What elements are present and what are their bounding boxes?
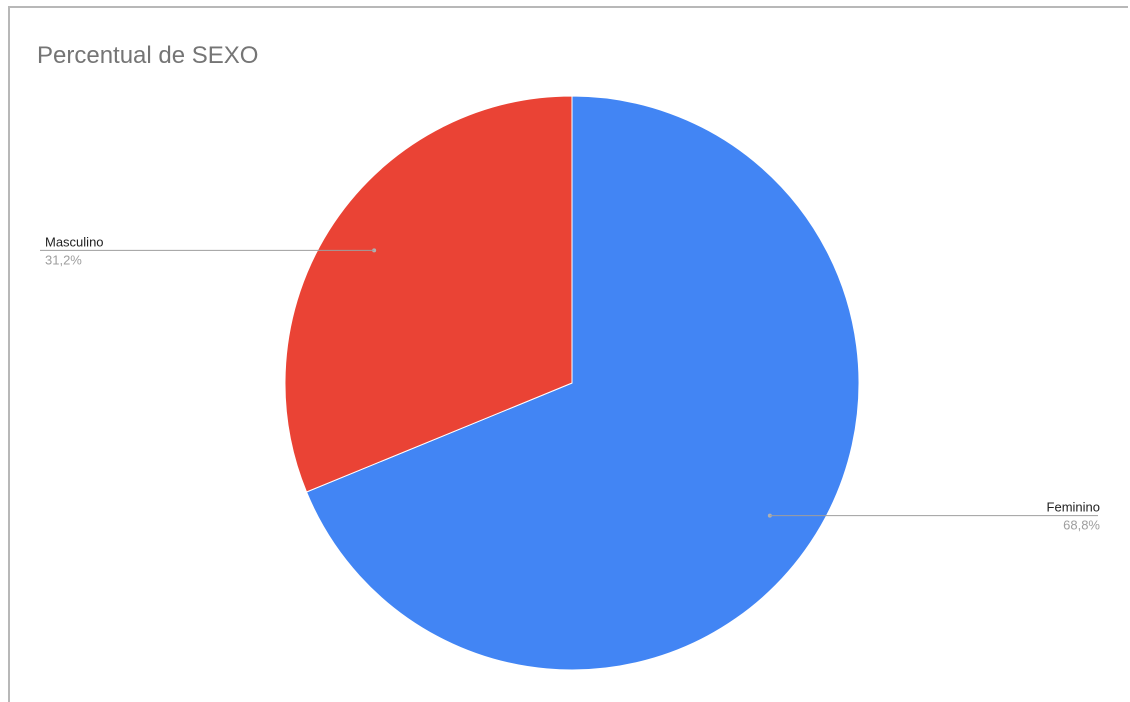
pie-slice-feminino[interactable] (305, 95, 860, 671)
slice-label-masculino: Masculino (45, 234, 104, 249)
slice-percent-masculino: 31,2% (45, 252, 82, 267)
pie-slice-masculino[interactable] (284, 95, 573, 493)
slice-percent-feminino: 68,8% (1063, 518, 1100, 533)
chart-title: Percentual de SEXO (37, 42, 259, 69)
slice-label-feminino: Feminino (1047, 500, 1100, 515)
